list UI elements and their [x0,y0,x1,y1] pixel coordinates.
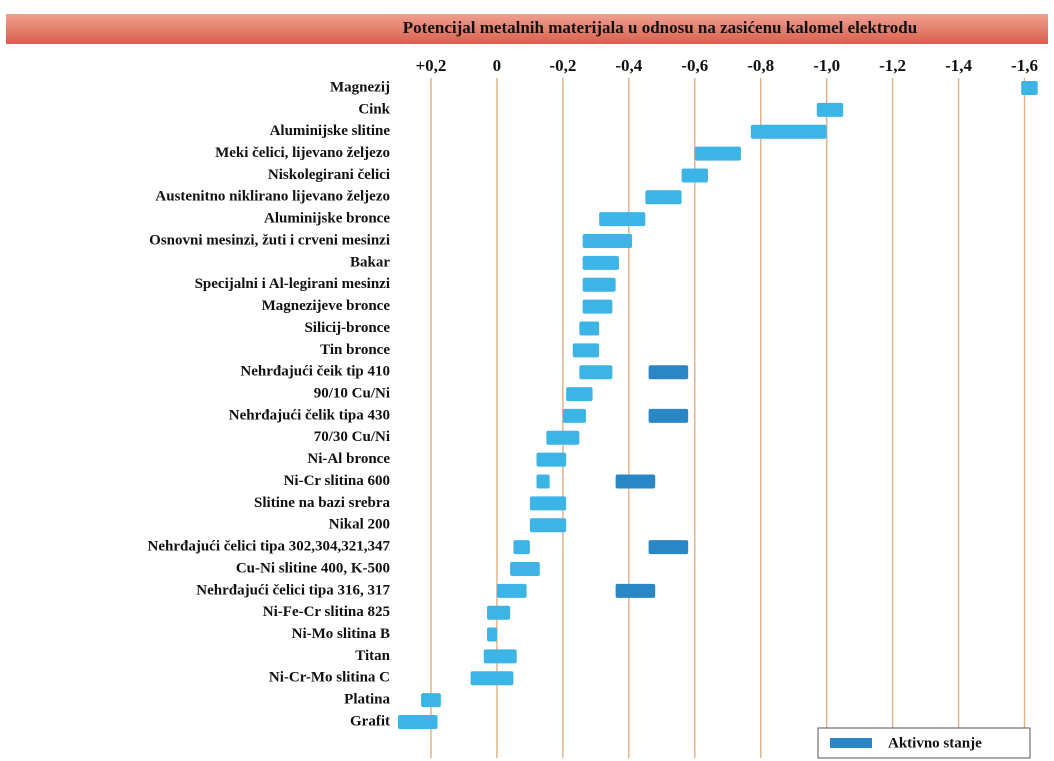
bar [421,693,441,708]
bar [645,190,682,205]
bar [648,365,689,380]
bar [546,430,580,445]
category-label: 90/10 Cu/Ni [314,386,390,402]
category-label: Nehrđajući čeik tip 410 [240,364,390,380]
category-label: Platina [344,692,390,708]
bar [681,168,708,183]
category-label: Cu-Ni slitine 400, K-500 [236,560,390,576]
category-label: Ni-Cr-Mo slitina C [269,670,390,686]
category-label: Austenitno niklirano lijevano željezo [155,189,390,205]
bar [582,234,633,249]
bar [572,343,600,358]
bar [487,627,497,642]
category-label: Titan [355,648,390,664]
category-label: Grafit [350,713,390,729]
bar [510,561,540,576]
bar [582,299,613,314]
bar [483,649,517,664]
bar [529,518,567,533]
category-label: 70/30 Cu/Ni [314,429,390,445]
x-tick-label: -0,8 [747,56,774,75]
bar [536,452,567,467]
bar [694,146,741,161]
x-tick-label: -1,6 [1011,56,1038,75]
bar [599,212,646,227]
x-tick-label: +0,2 [416,56,447,75]
category-label: Ni-Mo slitina B [292,626,390,642]
bar [816,102,844,117]
category-label: Nehrđajući čelik tipa 430 [229,407,390,423]
category-label: Bakar [350,254,390,270]
bar [648,540,689,555]
bar [582,255,619,270]
bar [513,540,530,555]
bar [536,474,550,489]
category-label: Nehrđajući čelici tipa 302,304,321,347 [148,539,391,555]
category-label: Ni-Fe-Cr slitina 825 [263,604,390,620]
bar [1021,81,1038,95]
category-label: Niskolegirani čelici [268,167,390,183]
bar [582,277,616,292]
category-label: Cink [358,101,390,117]
bar [615,474,656,489]
bar [470,671,514,686]
x-tick-label: -0,6 [681,56,708,75]
bar [648,408,689,423]
bar [529,496,567,511]
bar [562,408,586,423]
category-label: Magnezij [330,79,390,95]
category-label: Aluminijske bronce [264,211,390,227]
bar [579,321,600,336]
category-label: Tin bronce [320,342,390,358]
x-tick-label: -1,2 [879,56,906,75]
category-label: Magnezijeve bronce [262,298,391,314]
bar [496,583,527,598]
x-tick-label: -1,0 [813,56,840,75]
title-band [6,14,1048,44]
category-label: Silicij-bronce [304,320,390,336]
bar [398,715,438,729]
category-label: Aluminijske slitine [270,123,391,139]
category-label: Nikal 200 [329,517,390,533]
category-label: Ni-Cr slitina 600 [284,473,390,489]
legend-swatch [830,738,872,748]
category-label: Osnovni mesinzi, žuti i crveni mesinzi [149,232,390,248]
x-tick-label: -0,2 [549,56,576,75]
legend-label: Aktivno stanje [888,735,982,751]
category-label: Ni-Al bronce [307,451,390,467]
bar [566,387,593,402]
chart-title: Potencijal metalnih materijala u odnosu … [403,18,917,37]
bar [750,124,827,139]
x-tick-label: -0,4 [615,56,642,75]
bar [615,583,656,598]
category-label: Specijalni i Al-legirani mesinzi [195,276,390,292]
x-tick-label: -1,4 [945,56,972,75]
category-label: Nehrđajući čelici tipa 316, 317 [196,582,390,598]
category-label: Slitine na bazi srebra [254,495,390,511]
x-tick-label: 0 [493,56,502,75]
bar [487,605,511,620]
bar [579,365,613,380]
category-label: Meki čelici, lijevano željezo [215,145,390,161]
